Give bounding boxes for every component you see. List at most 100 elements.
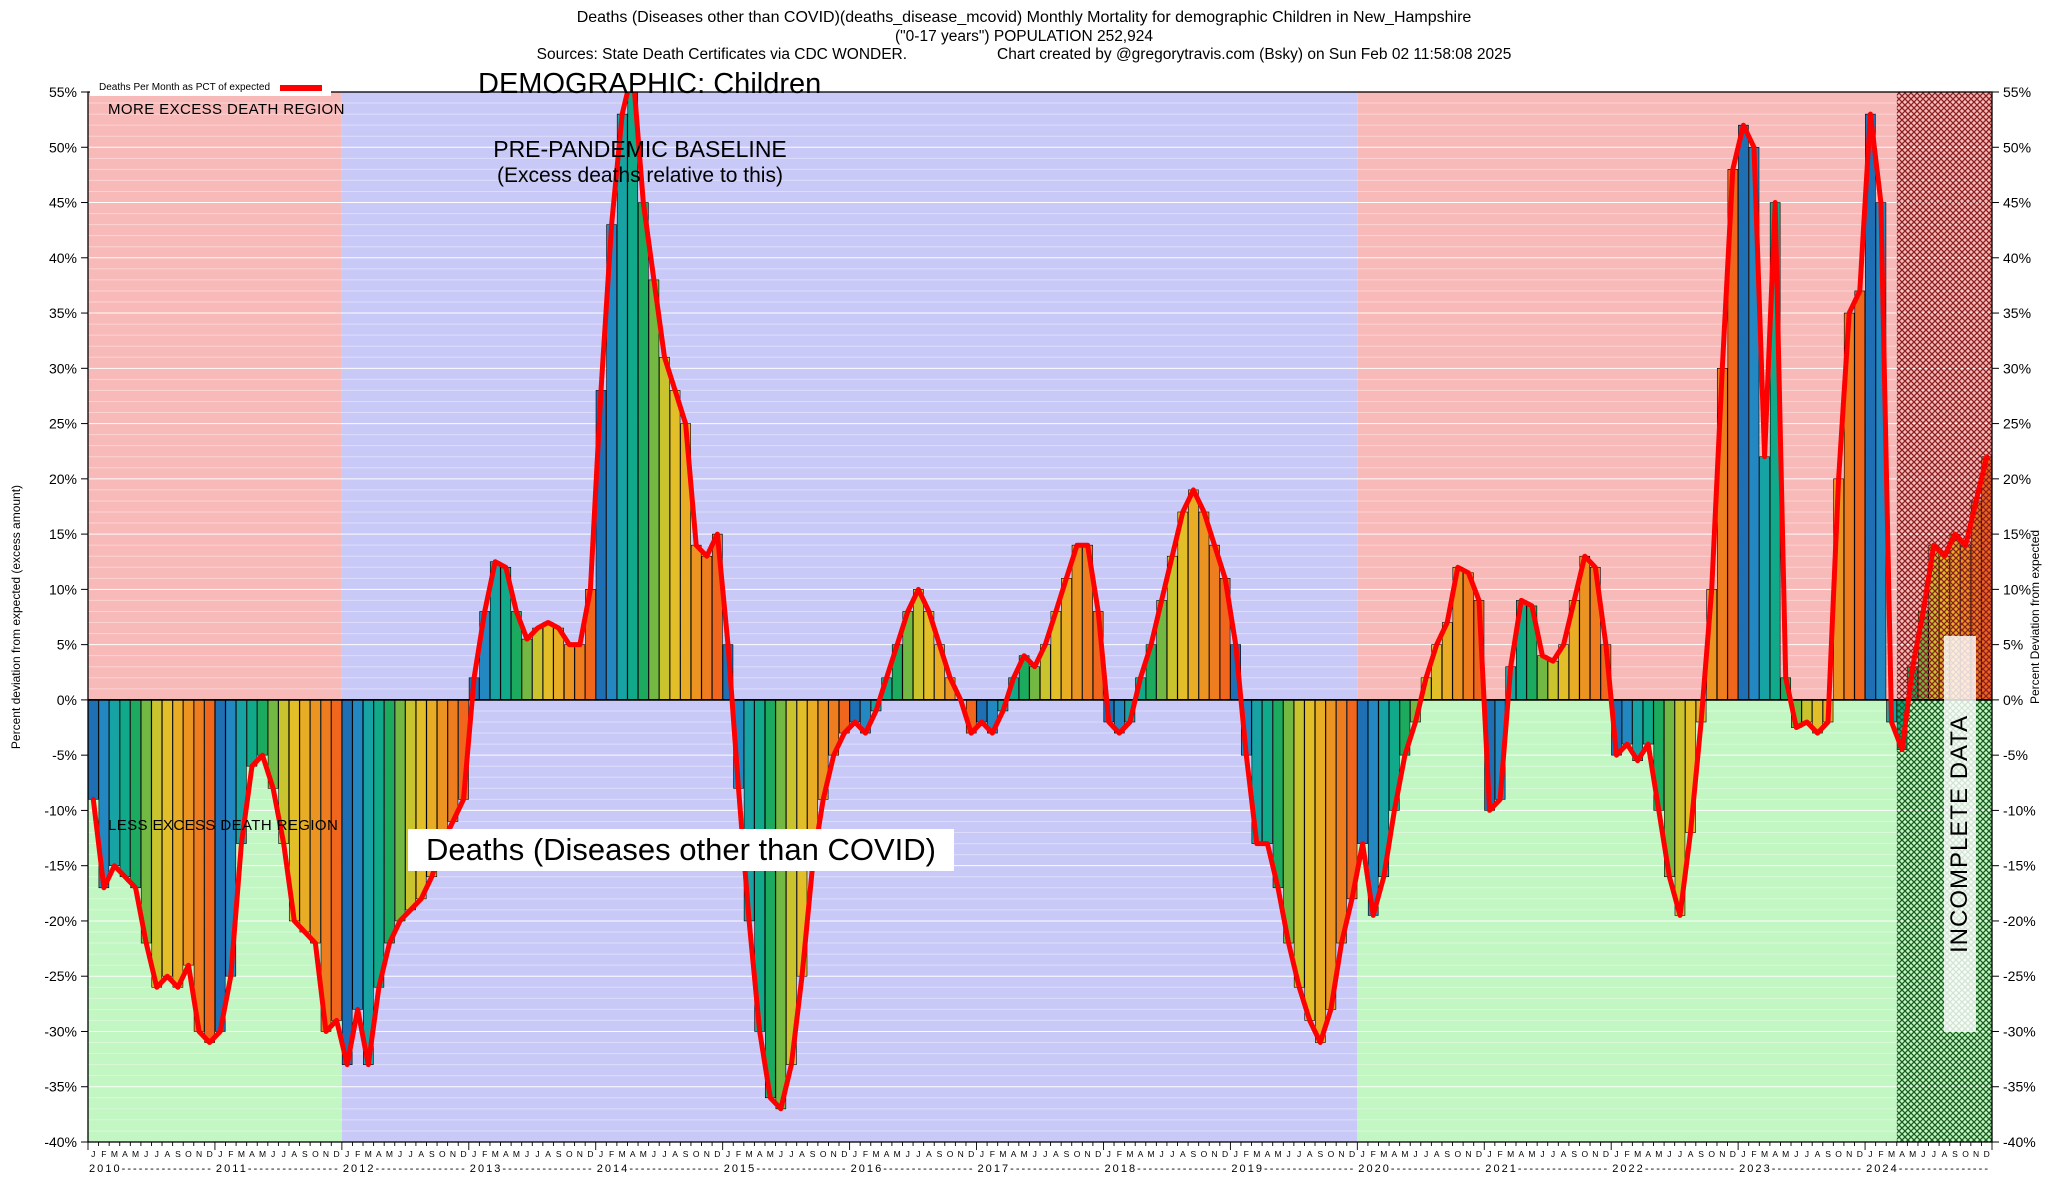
less-excess-region-label: LESS EXCESS DEATH REGION [108, 817, 339, 834]
svg-text:O: O [693, 1149, 700, 1159]
svg-text:2019----------------: 2019---------------- [1231, 1163, 1353, 1175]
svg-text:2015----------------: 2015---------------- [724, 1163, 846, 1175]
svg-text:N: N [323, 1149, 329, 1159]
svg-text:A: A [1688, 1149, 1694, 1159]
svg-text:50%: 50% [2003, 139, 2031, 155]
svg-text:F: F [1878, 1149, 1883, 1159]
svg-text:S: S [1064, 1149, 1070, 1159]
svg-text:J: J [525, 1149, 529, 1159]
svg-text:J: J [1160, 1149, 1164, 1159]
svg-text:10%: 10% [49, 581, 77, 597]
svg-text:M: M [1909, 1149, 1916, 1159]
svg-text:A: A [926, 1149, 932, 1159]
svg-text:A: A [1772, 1149, 1778, 1159]
svg-text:0%: 0% [2003, 692, 2023, 708]
svg-text:S: S [1825, 1149, 1831, 1159]
svg-text:2021----------------: 2021---------------- [1485, 1163, 1607, 1175]
svg-text:J: J [916, 1149, 920, 1159]
svg-text:M: M [1274, 1149, 1281, 1159]
svg-text:-30%: -30% [44, 1023, 77, 1039]
svg-text:M: M [894, 1149, 901, 1159]
svg-text:-10%: -10% [2003, 802, 2036, 818]
svg-text:J: J [1297, 1149, 1301, 1159]
svg-text:O: O [1201, 1149, 1208, 1159]
svg-text:M: M [1401, 1149, 1408, 1159]
svg-text:S: S [1444, 1149, 1450, 1159]
svg-text:A: A [122, 1149, 128, 1159]
svg-text:D: D [1857, 1149, 1863, 1159]
svg-text:-20%: -20% [2003, 913, 2036, 929]
svg-text:-35%: -35% [44, 1079, 77, 1095]
svg-text:N: N [196, 1149, 202, 1159]
svg-text:D: D [841, 1149, 847, 1159]
svg-text:M: M [365, 1149, 372, 1159]
svg-text:45%: 45% [49, 195, 77, 211]
svg-text:O: O [439, 1149, 446, 1159]
credit-text: Chart created by @gregorytravis.com (Bsk… [997, 46, 1512, 63]
svg-text:2013----------------: 2013---------------- [470, 1163, 592, 1175]
page-subtitle: ("0-17 years") POPULATION 252,924 [895, 28, 1153, 45]
y-axis-label-left: Percent deviation from expected (excess … [9, 484, 23, 750]
svg-text:F: F [355, 1149, 360, 1159]
svg-text:M: M [1507, 1149, 1514, 1159]
svg-text:S: S [1952, 1149, 1958, 1159]
svg-text:N: N [1085, 1149, 1091, 1159]
svg-text:J: J [398, 1149, 402, 1159]
svg-text:M: M [1634, 1149, 1641, 1159]
svg-text:O: O [1962, 1149, 1969, 1159]
svg-text:S: S [556, 1149, 562, 1159]
svg-text:2018----------------: 2018---------------- [1105, 1163, 1227, 1175]
svg-text:D: D [1730, 1149, 1736, 1159]
svg-text:J: J [1234, 1149, 1238, 1159]
svg-text:-15%: -15% [44, 858, 77, 874]
svg-text:J: J [1551, 1149, 1555, 1159]
svg-text:O: O [1455, 1149, 1462, 1159]
svg-text:2023----------------: 2023---------------- [1739, 1163, 1861, 1175]
svg-text:F: F [1117, 1149, 1122, 1159]
svg-text:N: N [1211, 1149, 1217, 1159]
svg-text:A: A [1138, 1149, 1144, 1159]
svg-text:M: M [492, 1149, 499, 1159]
svg-text:2011----------------: 2011---------------- [216, 1163, 338, 1175]
svg-text:D: D [968, 1149, 974, 1159]
svg-text:30%: 30% [49, 360, 77, 376]
svg-text:A: A [503, 1149, 509, 1159]
svg-text:50%: 50% [49, 139, 77, 155]
svg-text:2020----------------: 2020---------------- [1358, 1163, 1480, 1175]
svg-text:N: N [1973, 1149, 1979, 1159]
svg-text:D: D [207, 1149, 213, 1159]
svg-text:J: J [1921, 1149, 1925, 1159]
svg-text:-40%: -40% [2003, 1134, 2036, 1150]
svg-text:J: J [980, 1149, 984, 1159]
svg-text:A: A [1815, 1149, 1821, 1159]
svg-text:J: J [1286, 1149, 1290, 1159]
svg-text:5%: 5% [2003, 637, 2023, 653]
svg-text:S: S [810, 1149, 816, 1159]
svg-text:A: A [249, 1149, 255, 1159]
svg-text:F: F [1751, 1149, 1756, 1159]
svg-text:J: J [408, 1149, 412, 1159]
svg-text:J: J [1424, 1149, 1428, 1159]
svg-text:J: J [1932, 1149, 1936, 1159]
svg-text:J: J [726, 1149, 730, 1159]
svg-text:J: J [599, 1149, 603, 1159]
svg-text:A: A [1265, 1149, 1271, 1159]
svg-text:N: N [1338, 1149, 1344, 1159]
svg-text:O: O [1074, 1149, 1081, 1159]
svg-text:D: D [714, 1149, 720, 1159]
svg-text:J: J [1741, 1149, 1745, 1159]
svg-text:F: F [990, 1149, 995, 1159]
svg-text:A: A [1942, 1149, 1948, 1159]
svg-text:-30%: -30% [2003, 1023, 2036, 1039]
svg-text:J: J [779, 1149, 783, 1159]
svg-text:N: N [958, 1149, 964, 1159]
legend: Deaths Per Month as PCT of expected [90, 79, 332, 96]
svg-text:J: J [1805, 1149, 1809, 1159]
svg-text:10%: 10% [2003, 581, 2031, 597]
svg-text:A: A [1434, 1149, 1440, 1159]
svg-text:M: M [386, 1149, 393, 1159]
svg-text:S: S [1191, 1149, 1197, 1159]
svg-text:M: M [238, 1149, 245, 1159]
